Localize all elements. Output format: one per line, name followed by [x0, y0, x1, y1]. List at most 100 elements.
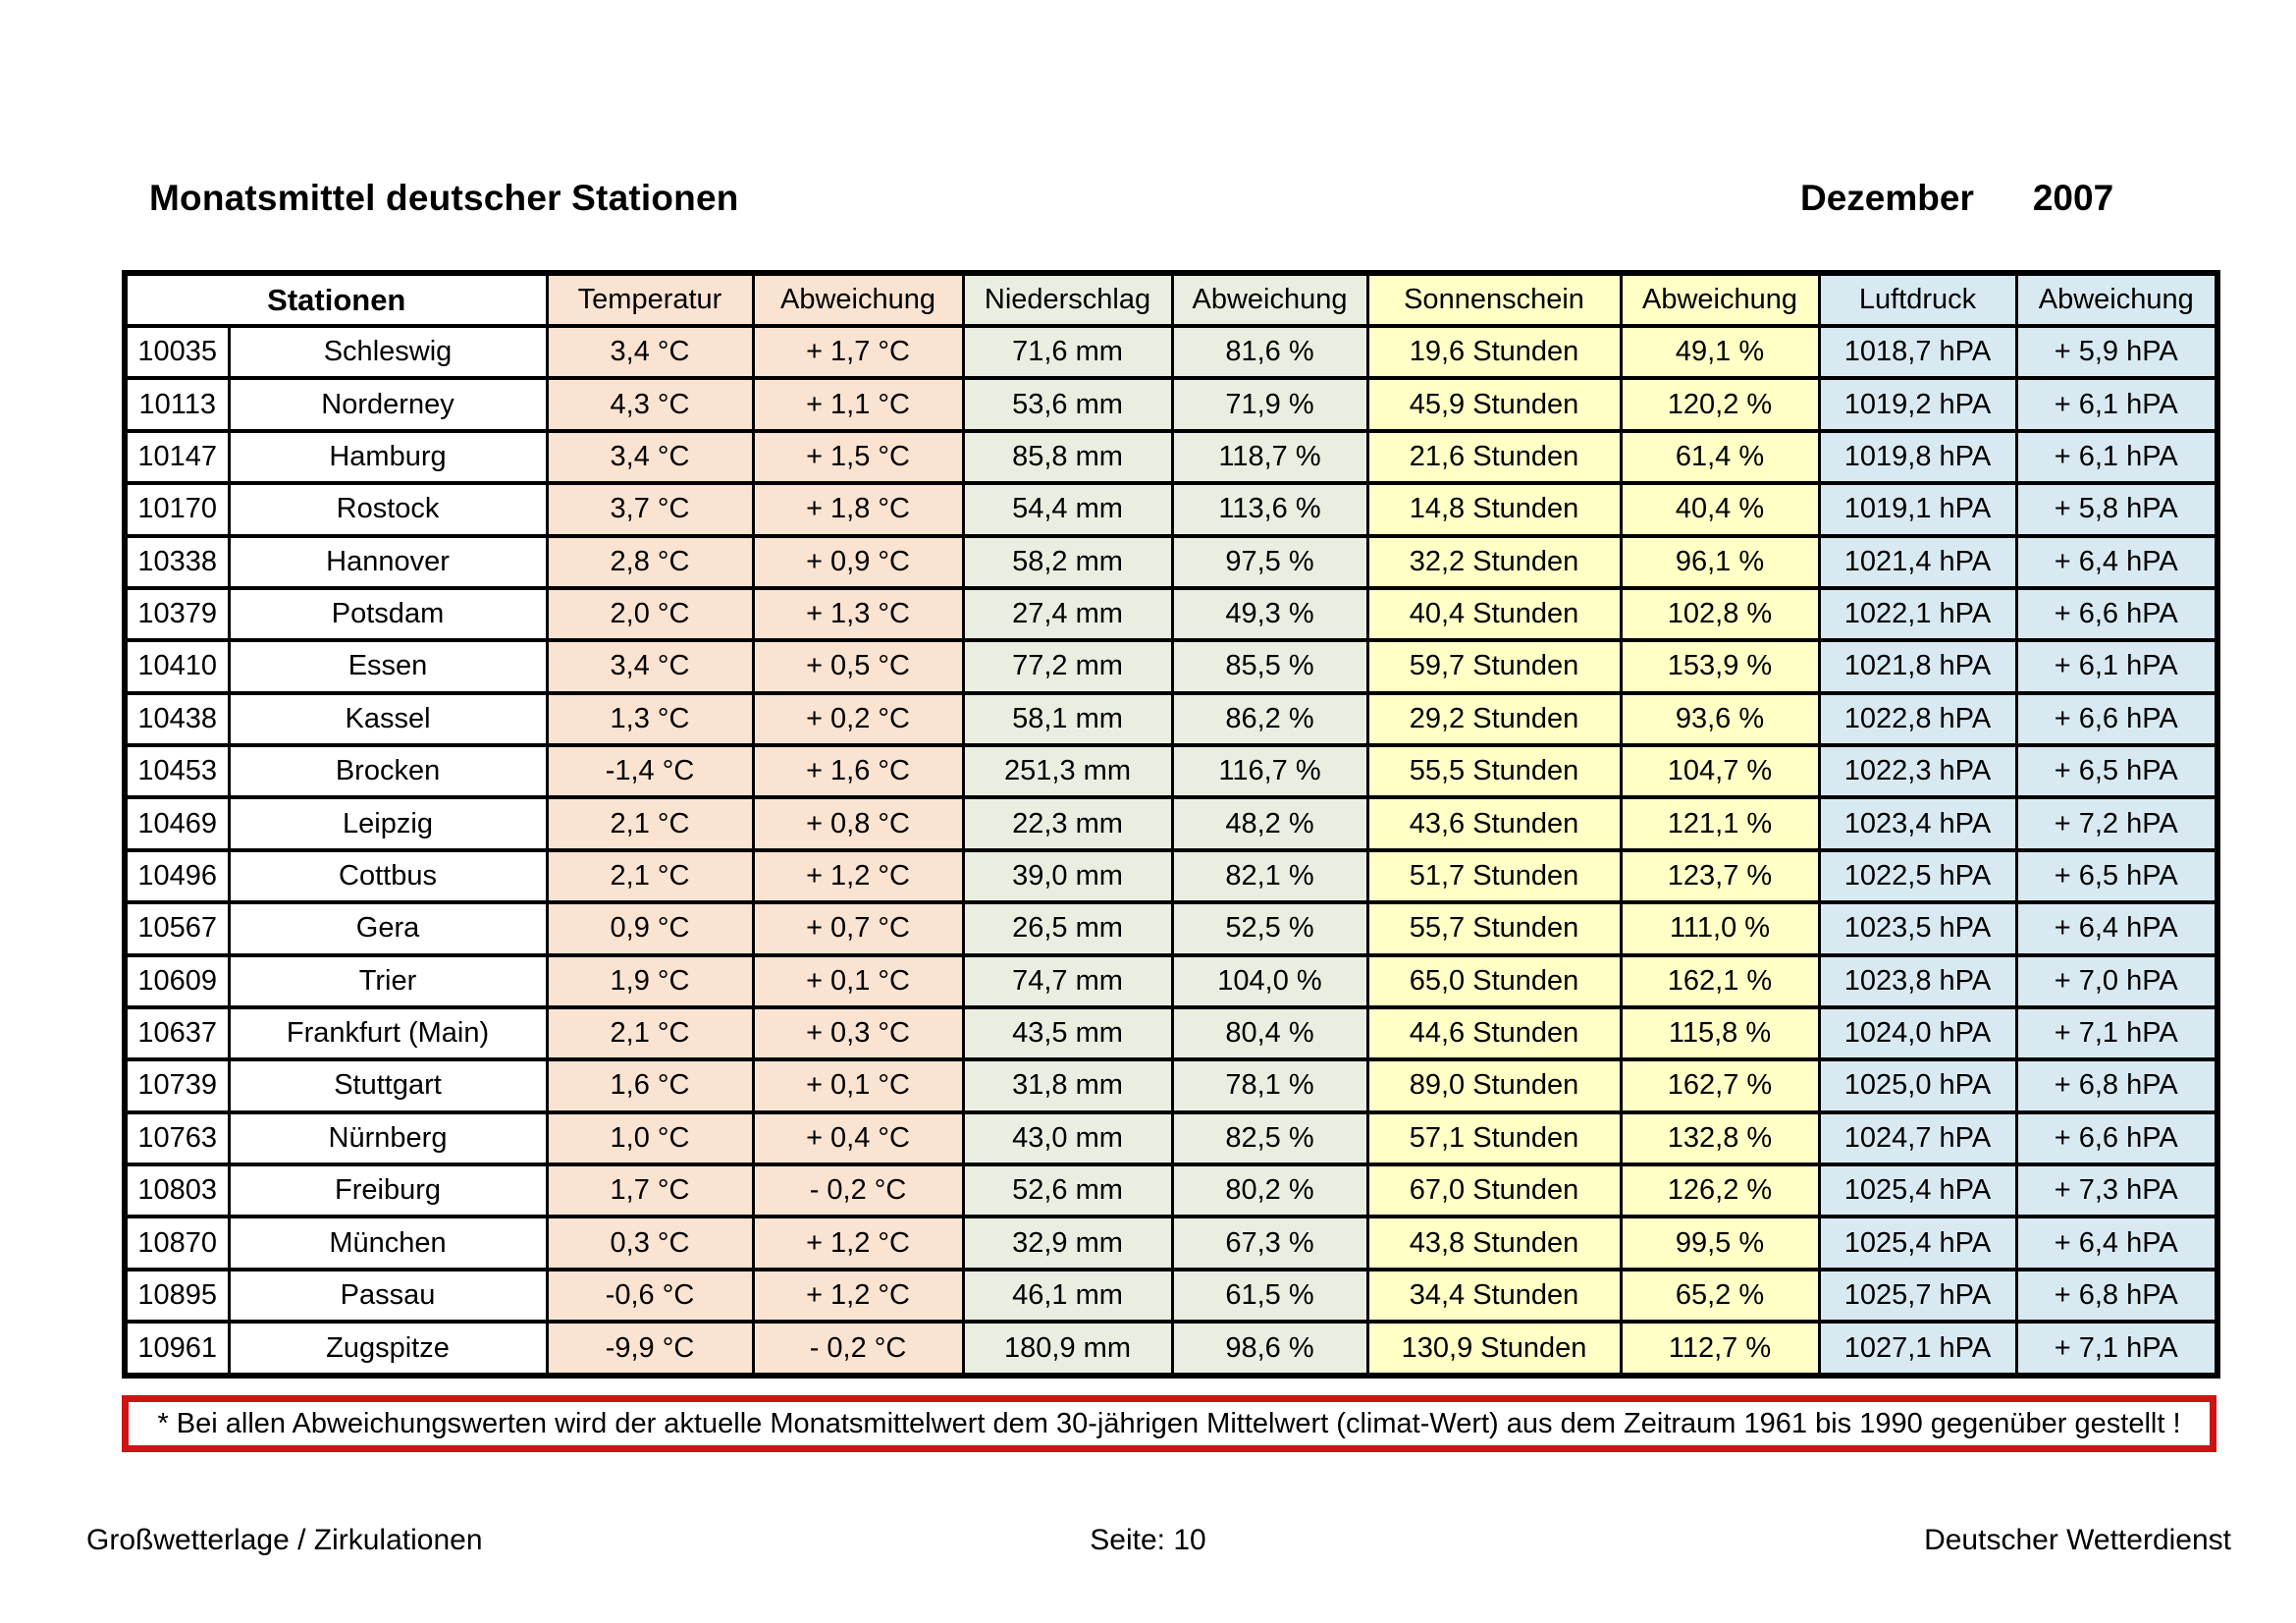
cell-sonnenschein-abw: 121,1 % — [1619, 795, 1821, 852]
cell-niederschlag-abw: 71,9 % — [1170, 376, 1369, 433]
cell-luftdruck-abw: + 6,1 hPA — [2014, 428, 2219, 486]
cell-name: Gera — [227, 900, 549, 957]
table-body: 10035 Schleswig 3,4 °C + 1,7 °C 71,6 mm 81,6 … — [123, 323, 2219, 1378]
cell-temperatur-abw: + 1,1 °C — [751, 376, 965, 433]
table-row: 10961 Zugspitze -9,9 °C - 0,2 °C 180,9 mm 98,… — [123, 1320, 2219, 1378]
cell-id: 10379 — [123, 585, 231, 643]
cell-sonnenschein: 43,8 Stunden — [1365, 1215, 1623, 1271]
cell-niederschlag: 52,6 mm — [961, 1162, 1174, 1219]
cell-temperatur: 1,9 °C — [545, 952, 755, 1009]
table-row: 10035 Schleswig 3,4 °C + 1,7 °C 71,6 mm 81,6 … — [123, 323, 2219, 381]
cell-niederschlag-abw: 78,1 % — [1170, 1057, 1369, 1114]
header-niederschlag-abw: Abweichung — [1170, 271, 1369, 328]
cell-sonnenschein: 59,7 Stunden — [1365, 638, 1623, 695]
cell-luftdruck: 1019,8 hPA — [1817, 428, 2018, 486]
cell-sonnenschein: 57,1 Stunden — [1365, 1109, 1623, 1167]
report-period: Dezember 2007 — [1800, 178, 2113, 219]
cell-luftdruck-abw: + 7,2 hPA — [2014, 795, 2219, 852]
cell-niederschlag: 180,9 mm — [961, 1320, 1174, 1378]
cell-id: 10961 — [123, 1320, 231, 1378]
cell-id: 10469 — [123, 795, 231, 852]
cell-temperatur-abw: + 0,9 °C — [751, 533, 965, 590]
cell-sonnenschein: 32,2 Stunden — [1365, 533, 1623, 590]
cell-id: 10496 — [123, 847, 231, 905]
cell-luftdruck: 1019,1 hPA — [1817, 481, 2018, 538]
cell-name: Trier — [227, 952, 549, 1009]
table-row: 10895 Passau -0,6 °C + 1,2 °C 46,1 mm 61,5 % 3… — [123, 1267, 2219, 1325]
cell-niederschlag: 58,1 mm — [961, 690, 1174, 748]
cell-luftdruck-abw: + 6,1 hPA — [2014, 376, 2219, 433]
header-stationen: Stationen — [123, 271, 549, 328]
table-header: Stationen Temperatur Abweichung Niedersc… — [123, 271, 2219, 328]
footer-document-type: Großwetterlage / Zirkulationen — [86, 1524, 483, 1556]
cell-id: 10803 — [123, 1162, 231, 1219]
cell-luftdruck: 1025,4 hPA — [1817, 1162, 2018, 1219]
cell-luftdruck-abw: + 6,4 hPA — [2014, 1215, 2219, 1271]
cell-niederschlag: 31,8 mm — [961, 1057, 1174, 1114]
table-row: 10438 Kassel 1,3 °C + 0,2 °C 58,1 mm 86,2 % 29… — [123, 690, 2219, 748]
cell-niederschlag-abw: 52,5 % — [1170, 900, 1369, 957]
table-row: 10469 Leipzig 2,1 °C + 0,8 °C 22,3 mm 48,2 % 4… — [123, 795, 2219, 852]
cell-niederschlag: 43,0 mm — [961, 1109, 1174, 1167]
table-row: 10453 Brocken -1,4 °C + 1,6 °C 251,3 mm 116,7… — [123, 742, 2219, 800]
cell-niederschlag: 26,5 mm — [961, 900, 1174, 957]
table-row: 10567 Gera 0,9 °C + 0,7 °C 26,5 mm 52,5 % 55,7… — [123, 900, 2219, 957]
cell-temperatur-abw: + 1,2 °C — [751, 1215, 965, 1271]
cell-sonnenschein-abw: 104,7 % — [1619, 742, 1821, 800]
cell-niederschlag: 39,0 mm — [961, 847, 1174, 905]
cell-temperatur: 3,4 °C — [545, 428, 755, 486]
cell-temperatur: -9,9 °C — [545, 1320, 755, 1378]
cell-sonnenschein: 45,9 Stunden — [1365, 376, 1623, 433]
cell-sonnenschein-abw: 132,8 % — [1619, 1109, 1821, 1167]
cell-sonnenschein-abw: 65,2 % — [1619, 1267, 1821, 1325]
cell-id: 10170 — [123, 481, 231, 538]
deviation-note-text: * Bei allen Abweichungswerten wird der a… — [157, 1407, 2181, 1439]
cell-luftdruck-abw: + 6,4 hPA — [2014, 900, 2219, 957]
cell-luftdruck-abw: + 5,8 hPA — [2014, 481, 2219, 538]
cell-luftdruck-abw: + 6,4 hPA — [2014, 533, 2219, 590]
cell-temperatur: 1,6 °C — [545, 1057, 755, 1114]
cell-id: 10410 — [123, 638, 231, 695]
cell-sonnenschein: 21,6 Stunden — [1365, 428, 1623, 486]
table-row: 10803 Freiburg 1,7 °C - 0,2 °C 52,6 mm 80,2 %… — [123, 1162, 2219, 1219]
cell-name: Brocken — [227, 742, 549, 800]
stations-table: Stationen Temperatur Abweichung Niedersc… — [122, 270, 2221, 1379]
header-niederschlag: Niederschlag — [961, 271, 1174, 328]
cell-temperatur: 3,4 °C — [545, 638, 755, 695]
cell-name: Hamburg — [227, 428, 549, 486]
cell-luftdruck-abw: + 6,1 hPA — [2014, 638, 2219, 695]
cell-niederschlag-abw: 82,5 % — [1170, 1109, 1369, 1167]
cell-sonnenschein-abw: 123,7 % — [1619, 847, 1821, 905]
cell-id: 10453 — [123, 742, 231, 800]
table-row: 10496 Cottbus 2,1 °C + 1,2 °C 39,0 mm 82,1 % 5… — [123, 847, 2219, 905]
cell-name: Hannover — [227, 533, 549, 590]
cell-luftdruck-abw: + 6,6 hPA — [2014, 690, 2219, 748]
cell-temperatur-abw: + 1,6 °C — [751, 742, 965, 800]
cell-temperatur-abw: + 1,8 °C — [751, 481, 965, 538]
cell-niederschlag-abw: 82,1 % — [1170, 847, 1369, 905]
cell-temperatur-abw: + 0,7 °C — [751, 900, 965, 957]
table-row: 10338 Hannover 2,8 °C + 0,9 °C 58,2 mm 97,5 %… — [123, 533, 2219, 590]
table-row: 10739 Stuttgart 1,6 °C + 0,1 °C 31,8 mm 78,1 … — [123, 1057, 2219, 1114]
header-row: Stationen Temperatur Abweichung Niedersc… — [123, 271, 2219, 328]
cell-sonnenschein-abw: 111,0 % — [1619, 900, 1821, 957]
cell-name: Frankfurt (Main) — [227, 1004, 549, 1062]
cell-sonnenschein-abw: 120,2 % — [1619, 376, 1821, 433]
cell-niederschlag-abw: 85,5 % — [1170, 638, 1369, 695]
cell-id: 10609 — [123, 952, 231, 1009]
cell-temperatur-abw: + 0,1 °C — [751, 952, 965, 1009]
cell-niederschlag-abw: 118,7 % — [1170, 428, 1369, 486]
cell-niederschlag: 22,3 mm — [961, 795, 1174, 852]
cell-sonnenschein: 43,6 Stunden — [1365, 795, 1623, 852]
cell-temperatur: 2,1 °C — [545, 847, 755, 905]
cell-luftdruck: 1023,4 hPA — [1817, 795, 2018, 852]
cell-id: 10739 — [123, 1057, 231, 1114]
cell-luftdruck: 1025,7 hPA — [1817, 1267, 2018, 1325]
cell-id: 10895 — [123, 1267, 231, 1325]
cell-luftdruck: 1023,5 hPA — [1817, 900, 2018, 957]
cell-temperatur: 3,7 °C — [545, 481, 755, 538]
cell-luftdruck: 1024,0 hPA — [1817, 1004, 2018, 1062]
cell-sonnenschein-abw: 162,1 % — [1619, 952, 1821, 1009]
cell-temperatur: 2,0 °C — [545, 585, 755, 643]
cell-luftdruck: 1027,1 hPA — [1817, 1320, 2018, 1378]
